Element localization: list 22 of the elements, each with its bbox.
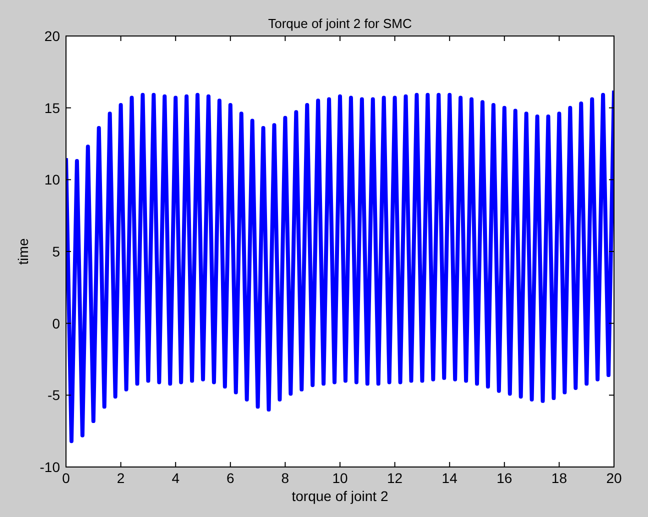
- chart-title: Torque of joint 2 for SMC: [268, 16, 412, 31]
- line-series: [66, 88, 614, 444]
- y-tick-label: 0: [52, 315, 60, 332]
- x-tick-label: 18: [551, 470, 568, 486]
- x-tick-label: 2: [116, 470, 125, 486]
- y-tick-label: -5: [48, 387, 60, 404]
- x-tick-label: 12: [387, 470, 403, 486]
- x-tick-label: 14: [442, 470, 458, 486]
- x-tick-label: 16: [496, 470, 512, 486]
- x-tick-label: 0: [62, 470, 70, 486]
- y-tick-label: 15: [44, 100, 60, 116]
- y-axis-title: time: [15, 238, 31, 265]
- y-tick-label: 20: [44, 28, 60, 44]
- x-tick-label: 20: [606, 470, 622, 486]
- x-tick-label: 8: [281, 470, 290, 486]
- x-tick-label: 6: [226, 470, 234, 486]
- x-tick-label: 4: [172, 470, 180, 486]
- y-tick-label: 10: [44, 172, 60, 188]
- y-tick-label: -10: [40, 459, 60, 475]
- y-tick-label: 5: [52, 244, 60, 260]
- x-tick-label: 10: [332, 470, 348, 486]
- x-axis-title: torque of joint 2: [292, 488, 388, 504]
